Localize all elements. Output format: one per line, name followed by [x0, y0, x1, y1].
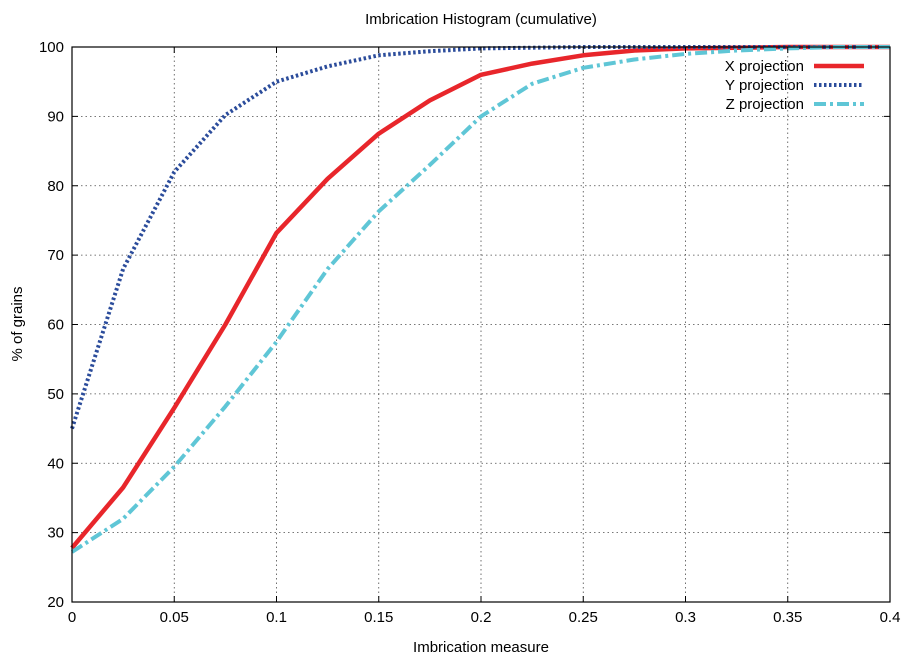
legend-label-x-projection: X projection	[725, 58, 804, 75]
x-tick-label: 0.35	[773, 609, 802, 626]
y-tick-label: 50	[47, 386, 64, 403]
y-tick-label: 20	[47, 594, 64, 611]
chart-title: Imbrication Histogram (cumulative)	[365, 11, 597, 28]
legend: X projection Y projection Z projection	[725, 58, 864, 113]
x-tick-label: 0.25	[569, 609, 598, 626]
x-tick-label: 0.3	[675, 609, 696, 626]
x-tick-label: 0	[68, 609, 76, 626]
y-tick-label: 40	[47, 455, 64, 472]
y-tick-label: 70	[47, 247, 64, 264]
y-tick-label: 90	[47, 108, 64, 125]
x-tick-label: 0.05	[160, 609, 189, 626]
y-tick-label: 100	[39, 39, 64, 56]
y-axis-label: % of grains	[9, 286, 26, 361]
y-tick-label: 80	[47, 178, 64, 195]
x-tick-label: 0.2	[471, 609, 492, 626]
axis-ticks: 0 0.05 0.1 0.15 0.2 0.25 0.3 0.35 0.4 20 30 40 50 60 7…	[39, 39, 900, 626]
series-line-z-projection	[70, 45, 890, 554]
x-tick-label: 0.15	[364, 609, 393, 626]
y-tick-label: 60	[47, 317, 64, 334]
y-tick-label: 30	[47, 525, 64, 542]
x-tick-label: 0.4	[880, 609, 901, 626]
series-line-x-projection	[70, 44, 890, 550]
grid	[72, 47, 890, 602]
legend-label-y-projection: Y projection	[725, 77, 804, 94]
x-tick-label: 0.1	[266, 609, 287, 626]
legend-label-z-projection: Z projection	[726, 96, 804, 113]
x-axis-label: Imbrication measure	[413, 639, 549, 656]
